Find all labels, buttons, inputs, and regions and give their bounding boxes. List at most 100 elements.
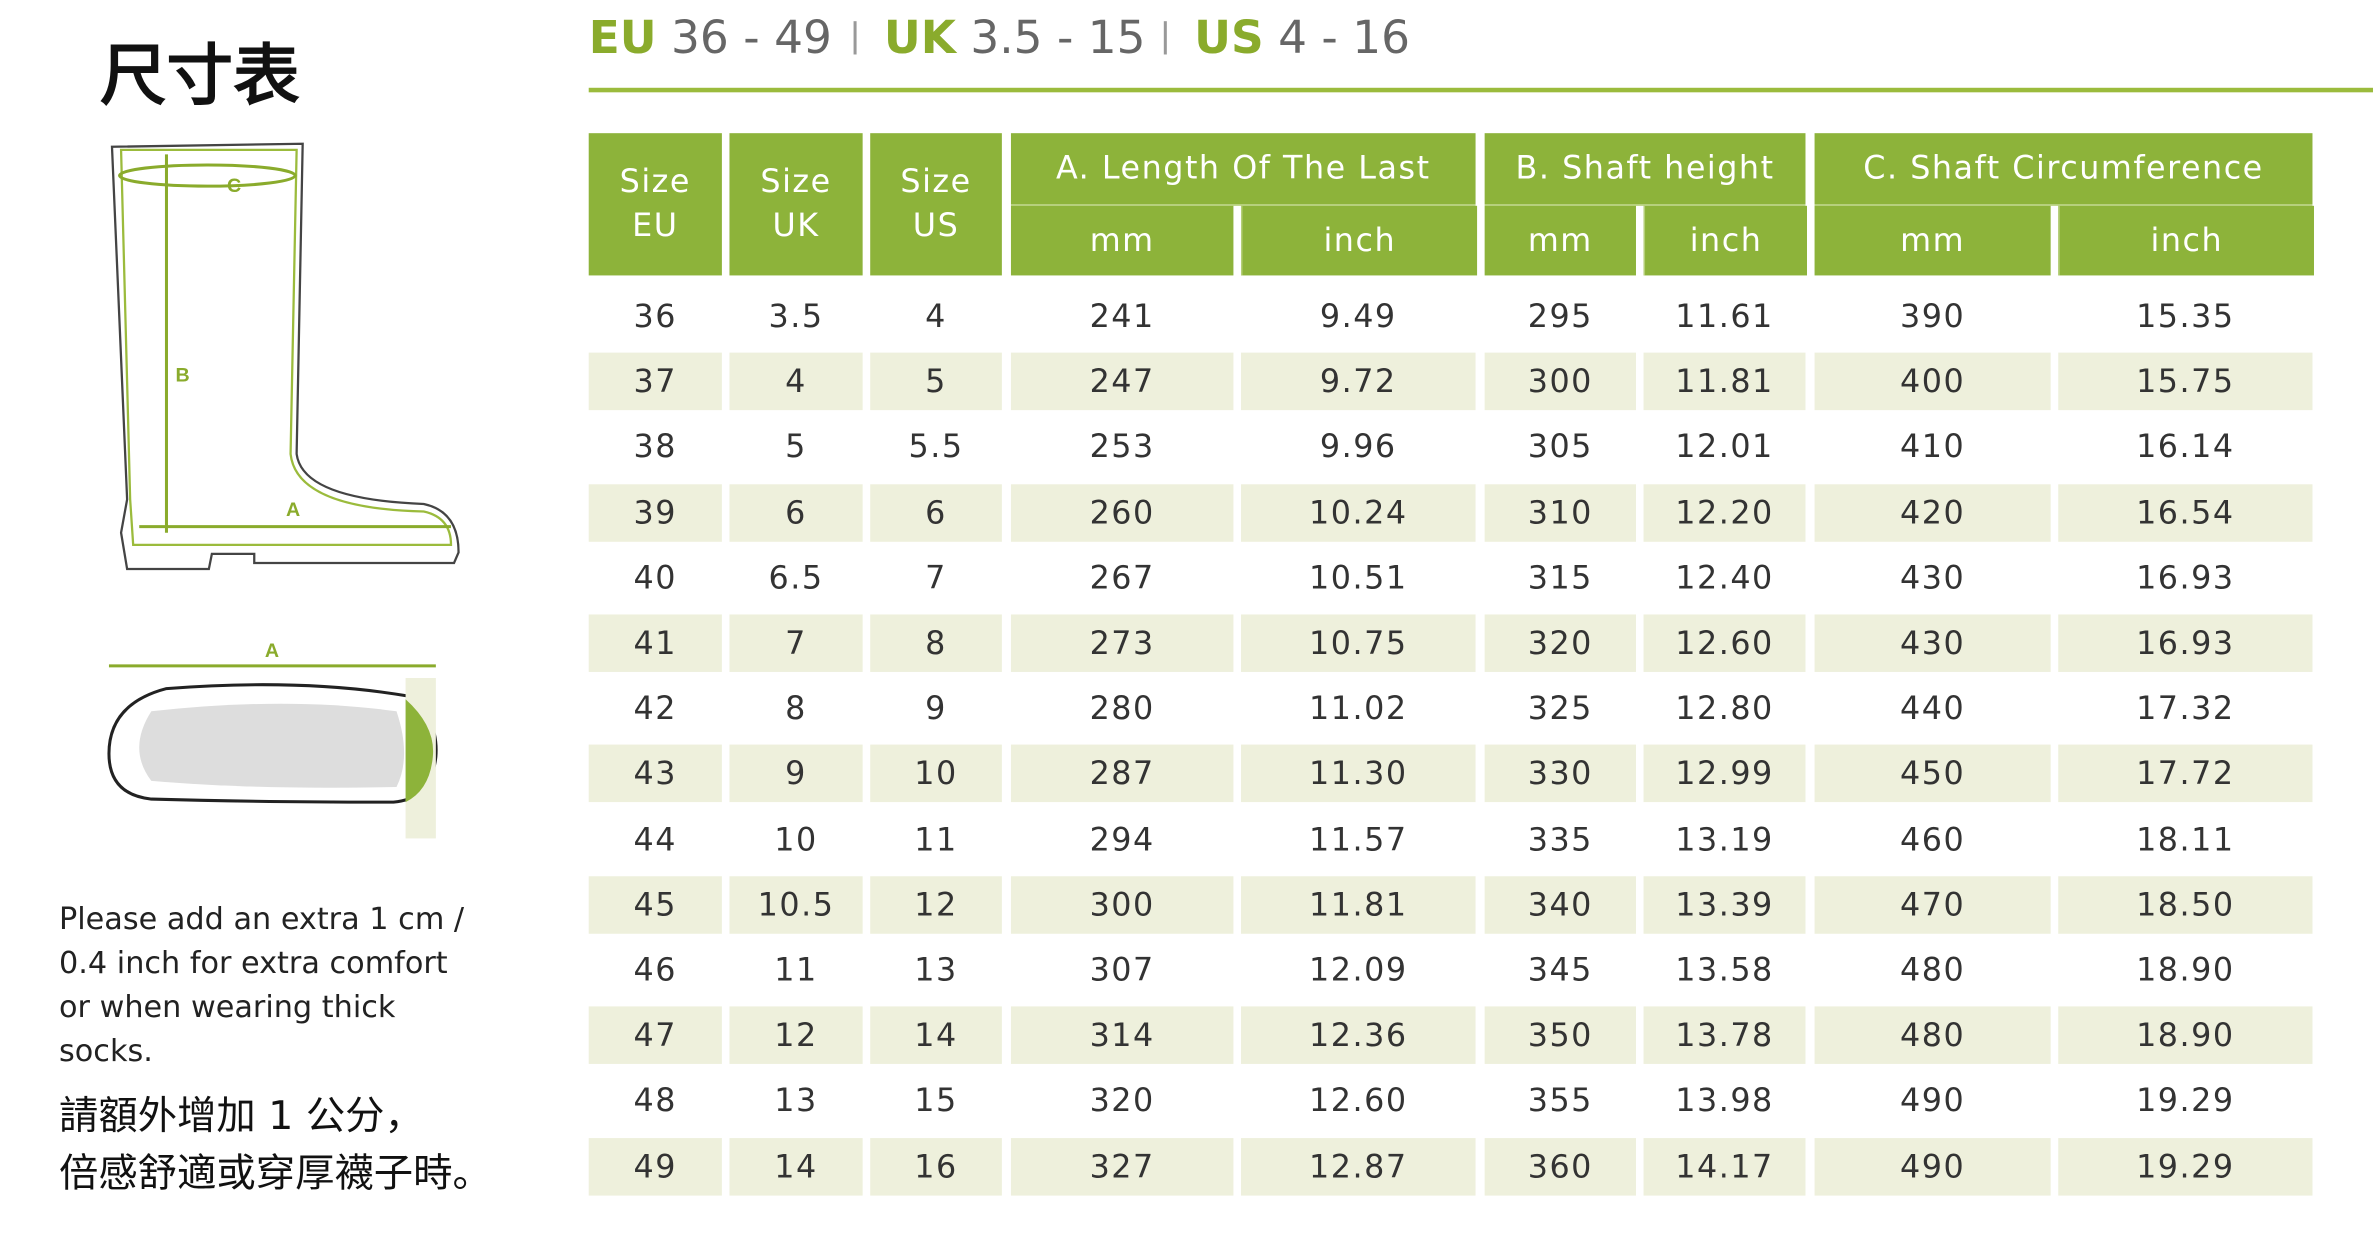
table-cell: 45 <box>588 875 722 934</box>
system: US <box>1194 12 1264 66</box>
note-line: or when wearing thick <box>59 988 396 1025</box>
table-cell: 15.35 <box>2136 298 2235 335</box>
table-cell: 18.90 <box>2136 951 2235 989</box>
table-cell: 430 <box>1814 614 2051 672</box>
table-cell: 10.51 <box>1308 559 1408 596</box>
table-cell: 11.81 <box>1643 352 1806 411</box>
table-cell: 335 <box>1527 821 1593 858</box>
table-cell: 310 <box>1484 483 1636 542</box>
table-cell: 480 <box>1900 951 1966 989</box>
table-cell: 42 <box>633 690 678 727</box>
table-cell: 47 <box>588 1006 722 1065</box>
table-cell: 43 <box>588 745 722 803</box>
table-cell: 12 <box>870 875 1002 934</box>
table-cell: 13 <box>774 1082 818 1119</box>
table-cell: 16.93 <box>2058 614 2313 672</box>
range-value: 3.5 - 15 <box>970 12 1146 66</box>
table-cell: 19.29 <box>2058 1137 2313 1195</box>
header-text: UK <box>772 207 820 244</box>
table-cell: 11.61 <box>1675 298 1774 335</box>
range-value: 36 - 49 <box>671 12 832 66</box>
header-cell: Size UK <box>729 133 863 276</box>
table-cell: 280 <box>1089 690 1155 727</box>
table-cell: 10.5 <box>729 875 863 934</box>
table-cell: 12.09 <box>1308 951 1408 989</box>
range: UK 3.5 - 15 <box>884 12 1146 65</box>
table-cell: 12.36 <box>1240 1006 1476 1065</box>
table-cell: 294 <box>1089 821 1155 858</box>
table-cell: 7 <box>729 614 863 672</box>
separator <box>853 21 857 55</box>
table-cell: 400 <box>1814 352 2051 411</box>
label: C <box>227 175 241 197</box>
note-line: Please add an extra 1 cm / <box>59 900 465 937</box>
header-text: Size <box>900 163 972 200</box>
table-cell: 46 <box>633 951 678 989</box>
table-cell: 315 <box>1527 559 1593 596</box>
table-cell: 287 <box>1010 745 1234 803</box>
table-cell: 10 <box>870 745 1002 803</box>
table-cell: 6 <box>729 483 863 542</box>
table-cell: 273 <box>1010 614 1234 672</box>
table-cell: 480 <box>1814 1006 2051 1065</box>
table-cell: 44 <box>633 821 678 858</box>
table-cell: 490 <box>1814 1137 2051 1195</box>
table-cell: 16 <box>870 1137 1002 1195</box>
divider <box>1010 204 1476 206</box>
unit-header: inch <box>1643 205 1807 276</box>
table-cell: 15.75 <box>2058 352 2313 411</box>
table-cell: 10.75 <box>1240 614 1476 672</box>
table-cell: 14.17 <box>1643 1137 1806 1195</box>
note-zh: 請額外增加 1 公分， 倍感舒適或穿厚襪子時。 <box>59 1088 492 1203</box>
table-cell: 327 <box>1010 1137 1234 1195</box>
divider <box>1484 204 1806 206</box>
range-value: 4 - 16 <box>1278 12 1411 66</box>
table-cell: 13.19 <box>1675 821 1774 858</box>
table-cell: 300 <box>1484 352 1636 411</box>
notes: Please add an extra 1 cm / 0.4 inch for e… <box>59 897 492 1203</box>
header-cell: Size EU <box>588 133 722 276</box>
table-cell: 9.72 <box>1240 352 1476 411</box>
table-cell: 12.40 <box>1675 559 1774 596</box>
table-cell: 17.32 <box>2136 690 2235 727</box>
table-cell: 355 <box>1527 1082 1593 1119</box>
note-line: socks. <box>59 1032 153 1069</box>
header-text: EU <box>632 207 679 244</box>
table-cell: 4 <box>729 352 863 411</box>
table-cell: 19.29 <box>2136 1082 2235 1119</box>
table-cell: 10 <box>774 821 818 858</box>
table-cell: 260 <box>1010 483 1234 542</box>
table-cell: 11 <box>774 951 818 989</box>
table-cell: 17.72 <box>2058 745 2313 803</box>
table-cell: 16.93 <box>2136 559 2235 596</box>
table-cell: 267 <box>1089 559 1155 596</box>
table-cell: 18.11 <box>2136 821 2235 858</box>
table-cell: 11.30 <box>1240 745 1476 803</box>
table-cell: 12.60 <box>1643 614 1806 672</box>
note-line: 請額外增加 1 公分， <box>59 1094 424 1140</box>
table-cell: 16.14 <box>2136 428 2235 466</box>
table-cell: 12 <box>729 1006 863 1065</box>
separator <box>1163 21 1167 55</box>
table-cell: 340 <box>1484 875 1636 934</box>
rule <box>588 87 2373 93</box>
table-cell: 18.50 <box>2058 875 2313 934</box>
table-cell: 9 <box>925 690 947 727</box>
table-cell: 12.87 <box>1240 1137 1476 1195</box>
header-text: Size <box>619 163 691 200</box>
table-cell: 360 <box>1484 1137 1636 1195</box>
table-cell: 241 <box>1089 298 1155 335</box>
table-cell: 12.80 <box>1675 690 1774 727</box>
table-cell: 314 <box>1010 1006 1234 1065</box>
label: B <box>176 364 190 386</box>
system: UK <box>883 12 956 66</box>
label: A <box>286 499 300 521</box>
table-cell: 320 <box>1484 614 1636 672</box>
unit-header: mm <box>1814 205 2051 276</box>
header-text: US <box>912 207 960 244</box>
table-cell: 11 <box>914 821 958 858</box>
table-cell: 450 <box>1814 745 2051 803</box>
table-cell: 9.96 <box>1319 428 1397 466</box>
table-cell: 14 <box>729 1137 863 1195</box>
table-cell: 49 <box>588 1137 722 1195</box>
